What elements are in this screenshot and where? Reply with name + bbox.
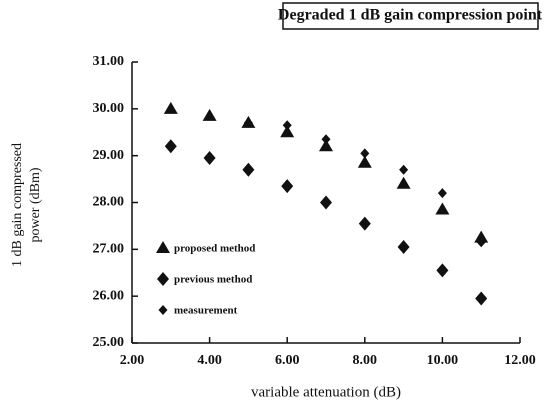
data-point <box>474 230 489 243</box>
y-tick-label: 30.00 <box>93 101 125 116</box>
data-point <box>320 195 332 210</box>
data-point <box>436 263 449 278</box>
x-axis-label: variable attenuation (dB) <box>251 384 401 400</box>
x-tick-label: 4.00 <box>197 353 222 368</box>
y-tick-label: 29.00 <box>93 148 125 163</box>
data-point <box>242 162 255 177</box>
legend-marker <box>158 305 168 315</box>
data-point <box>358 216 371 231</box>
y-tick-label: 27.00 <box>93 242 125 257</box>
x-tick-label: 8.00 <box>353 353 378 368</box>
x-tick-label: 10.00 <box>427 353 459 368</box>
data-point <box>360 148 370 159</box>
data-point <box>243 117 253 128</box>
y-tick-label: 28.00 <box>93 195 125 210</box>
title-box <box>282 2 539 30</box>
legend-label: previous method <box>174 274 252 286</box>
data-point <box>399 164 409 175</box>
data-point <box>435 202 450 215</box>
data-point <box>163 101 178 114</box>
data-point <box>321 134 331 145</box>
data-point <box>397 239 410 254</box>
data-point <box>280 125 295 138</box>
y-tick-label: 31.00 <box>93 54 125 69</box>
data-point <box>437 188 447 199</box>
y-tick-label: 25.00 <box>93 335 125 350</box>
data-point <box>203 151 216 166</box>
y-axis-label: power (dBm) <box>28 167 43 242</box>
data-point <box>164 139 177 154</box>
legend-label: proposed method <box>174 243 255 255</box>
data-point <box>319 139 333 152</box>
legend-label: measurement <box>174 305 238 317</box>
data-point <box>475 291 488 306</box>
data-point <box>476 237 486 248</box>
data-point <box>202 108 217 121</box>
data-point <box>396 176 411 189</box>
x-tick-label: 6.00 <box>275 353 300 368</box>
chart-title: Degraded 1 dB gain compression point <box>278 7 543 24</box>
data-point <box>281 179 294 194</box>
x-tick-label: 2.00 <box>120 353 145 368</box>
y-tick-label: 26.00 <box>93 288 125 303</box>
legend-marker <box>157 272 169 286</box>
legend-marker <box>156 241 170 253</box>
data-point <box>282 120 292 131</box>
y-axis-label: 1 dB gain compressed <box>10 143 25 267</box>
data-point <box>357 155 372 168</box>
x-tick-label: 12.00 <box>504 353 536 368</box>
